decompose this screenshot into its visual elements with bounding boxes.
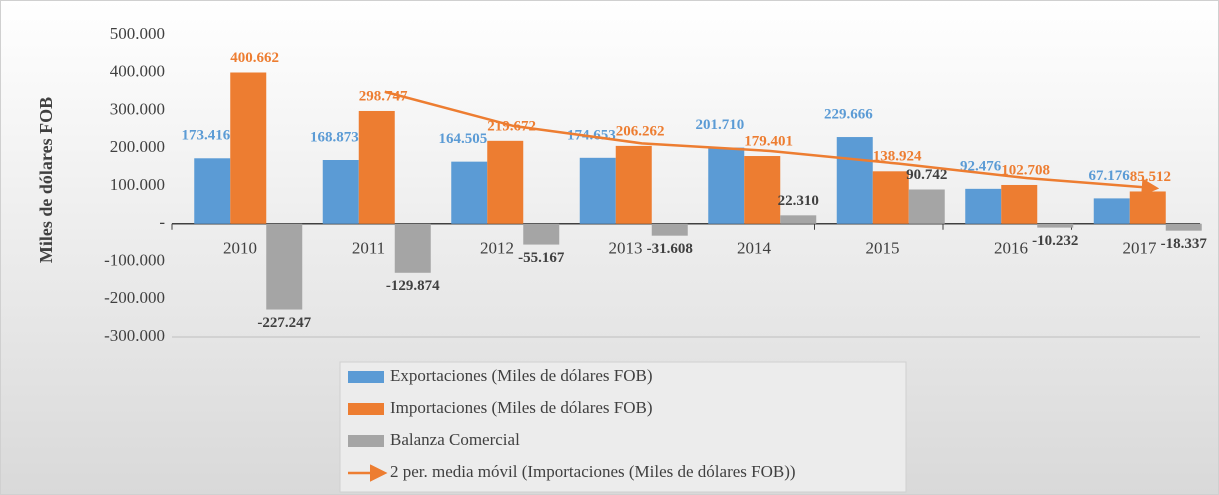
bar (1093, 198, 1130, 224)
value-label: 92.476 (960, 158, 1002, 174)
bar (1001, 184, 1038, 224)
y-tick-label: 500.000 (110, 24, 165, 43)
value-label: 85.512 (1130, 169, 1171, 185)
x-tick-label: 2014 (737, 239, 772, 258)
bar (230, 72, 267, 224)
x-tick-label: 2013 (609, 239, 643, 258)
value-label: 173.416 (182, 128, 231, 144)
value-label: 102.708 (1001, 162, 1050, 178)
bar (194, 158, 231, 224)
bar (651, 223, 688, 236)
value-label: 164.505 (439, 131, 488, 147)
y-tick-label: 300.000 (110, 99, 165, 118)
x-tick-label: 2011 (352, 239, 385, 258)
bar (908, 189, 945, 224)
legend (339, 361, 907, 493)
legend-swatch (348, 403, 384, 415)
value-label: 206.262 (616, 123, 665, 139)
y-tick-label: -200.000 (104, 288, 165, 307)
value-label: -55.167 (518, 250, 565, 266)
legend-label: Exportaciones (Miles de dólares FOB) (390, 366, 653, 385)
bar (1165, 223, 1202, 231)
y-tick-label: 400.000 (110, 62, 165, 81)
legend-swatch (348, 371, 384, 383)
bar (322, 160, 359, 224)
value-label: -227.247 (257, 315, 311, 331)
y-tick-label: 200.000 (110, 137, 165, 156)
legend-label: 2 per. media móvil (Importaciones (Miles… (390, 462, 796, 481)
y-tick-label: -300.000 (104, 326, 165, 345)
value-label: 138.924 (873, 149, 922, 165)
bar (358, 110, 395, 224)
value-label: 400.662 (230, 50, 279, 66)
bar (487, 140, 524, 224)
value-label: 67.176 (1089, 168, 1131, 184)
x-tick-label: 2012 (480, 239, 514, 258)
legend-label: Importaciones (Miles de dólares FOB) (390, 398, 653, 417)
y-axis-title: Miles de dólares FOB (36, 97, 56, 263)
value-label: 168.873 (310, 129, 359, 145)
bar (1037, 223, 1074, 228)
bar (579, 157, 616, 224)
bar (744, 156, 781, 224)
x-tick-label: 2017 (1123, 239, 1158, 258)
legend-label: Balanza Comercial (390, 430, 520, 449)
bar (1129, 191, 1166, 224)
bar (523, 223, 560, 245)
bar (872, 171, 909, 224)
value-label: -31.608 (647, 241, 693, 257)
bar (266, 223, 303, 310)
value-label: 22.310 (778, 193, 819, 209)
bar (451, 161, 488, 224)
value-label: -10.232 (1032, 233, 1078, 249)
bar (965, 188, 1002, 224)
bar (394, 223, 431, 273)
value-label: 90.742 (906, 167, 947, 183)
moving-average-line (384, 90, 1160, 196)
value-label: 229.666 (824, 106, 873, 122)
value-label: -129.874 (386, 278, 440, 294)
legend-swatch (348, 435, 384, 447)
y-tick-label: - (159, 213, 165, 232)
bar (836, 137, 873, 224)
x-tick-label: 2015 (866, 239, 900, 258)
value-label: 179.401 (744, 133, 793, 149)
x-tick-label: 2010 (223, 239, 257, 258)
bar (780, 215, 817, 224)
value-label: -18.337 (1161, 236, 1208, 252)
bar (708, 147, 745, 224)
value-label: 298.747 (359, 88, 408, 104)
y-tick-label: 100.000 (110, 175, 165, 194)
x-tick-label: 2016 (994, 239, 1028, 258)
y-tick-label: -100.000 (104, 250, 165, 269)
value-label: 201.710 (696, 117, 745, 133)
bar (615, 145, 652, 224)
